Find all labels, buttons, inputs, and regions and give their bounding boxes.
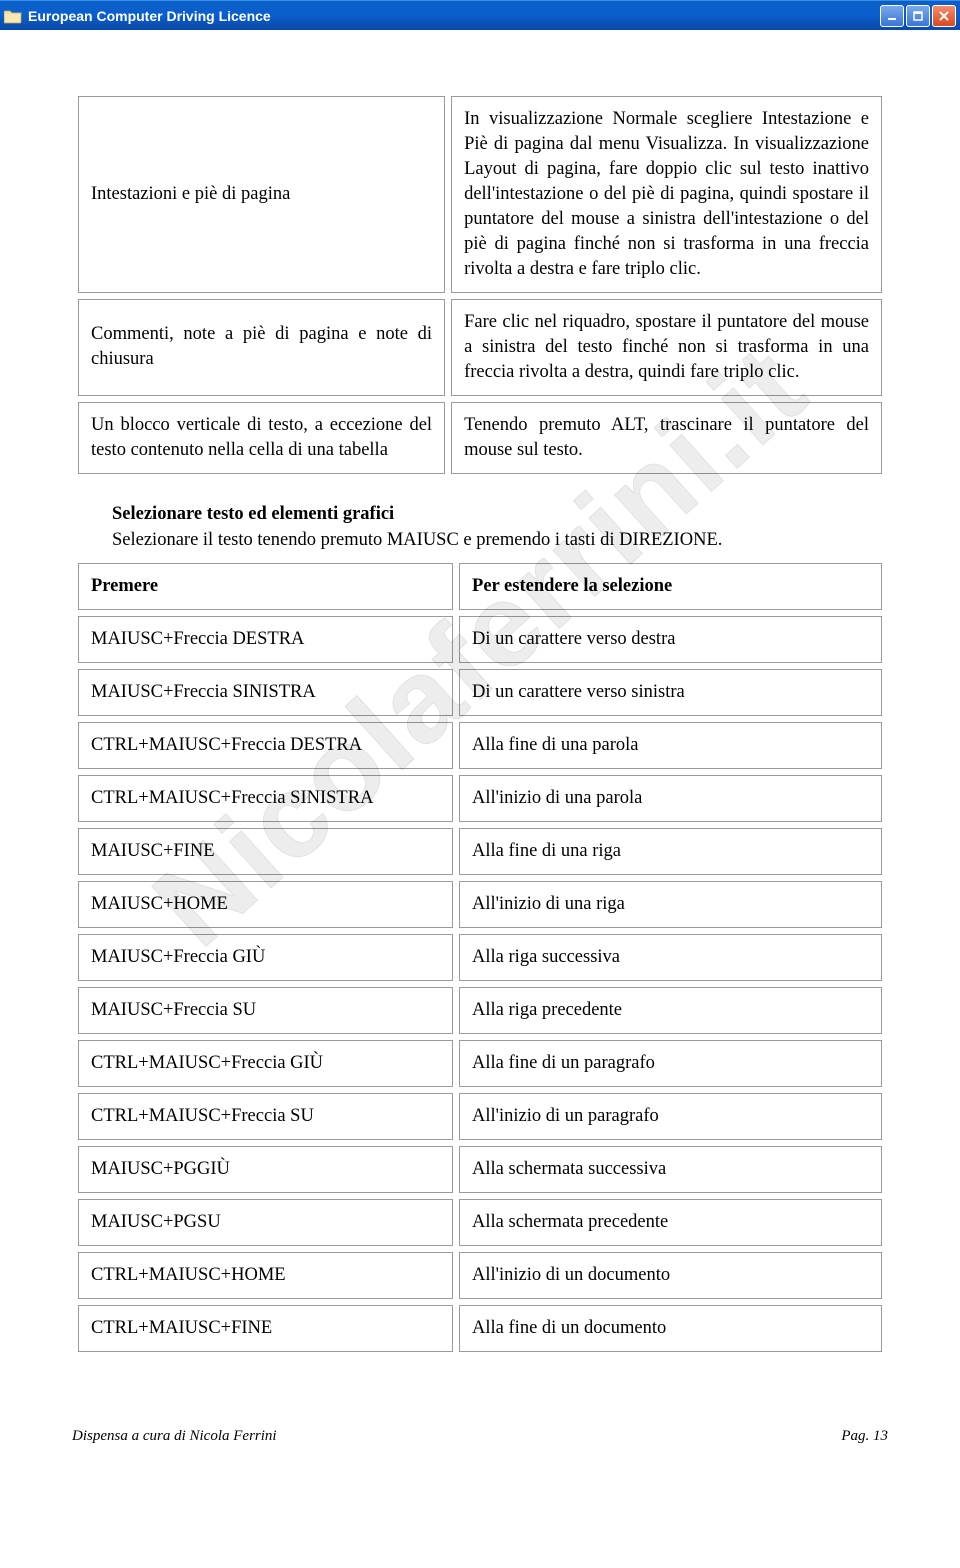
cell-key: MAIUSC+Freccia SU [78,987,453,1034]
cell-instruction: Fare clic nel riquadro, spostare il punt… [451,299,882,396]
window-title: European Computer Driving Licence [28,8,880,24]
header-key: Premere [78,563,453,610]
shortcuts-table: Premere Per estendere la selezione MAIUS… [72,557,888,1358]
cell-key: MAIUSC+Freccia SINISTRA [78,669,453,716]
table-row: MAIUSC+HOMEAll'inizio di una riga [78,881,882,928]
table-row: CTRL+MAIUSC+Freccia SINISTRAAll'inizio d… [78,775,882,822]
cell-action: Di un carattere verso destra [459,616,882,663]
close-button[interactable] [932,5,956,27]
cell-topic: Intestazioni e piè di pagina [78,96,445,293]
cell-key: MAIUSC+PGGIÙ [78,1146,453,1193]
cell-action: Alla fine di una parola [459,722,882,769]
window-controls [880,5,956,27]
cell-topic: Un blocco verticale di testo, a eccezion… [78,402,445,474]
cell-action: Alla riga precedente [459,987,882,1034]
minimize-button[interactable] [880,5,904,27]
cell-key: MAIUSC+FINE [78,828,453,875]
cell-action: All'inizio di una riga [459,881,882,928]
section-intro: Selezionare testo ed elementi grafici Se… [112,502,888,554]
table-row: MAIUSC+FINEAlla fine di una riga [78,828,882,875]
table-row: CTRL+MAIUSC+HOMEAll'inizio di un documen… [78,1252,882,1299]
table-row: Intestazioni e piè di pagina In visualiz… [78,96,882,293]
table-header-row: Premere Per estendere la selezione [78,563,882,610]
header-action: Per estendere la selezione [459,563,882,610]
cell-key: MAIUSC+PGSU [78,1199,453,1246]
instructions-table: Intestazioni e piè di pagina In visualiz… [72,90,888,480]
table-row: Commenti, note a piè di pagina e note di… [78,299,882,396]
table-row: MAIUSC+PGSUAlla schermata precedente [78,1199,882,1246]
cell-key: MAIUSC+HOME [78,881,453,928]
cell-key: CTRL+MAIUSC+Freccia GIÙ [78,1040,453,1087]
table-row: MAIUSC+Freccia SUAlla riga precedente [78,987,882,1034]
cell-action: Alla fine di un paragrafo [459,1040,882,1087]
page-footer: Dispensa a cura di Nicola Ferrini Pag. 1… [0,1398,960,1485]
cell-action: Alla fine di una riga [459,828,882,875]
cell-instruction: Tenendo premuto ALT, trascinare il punta… [451,402,882,474]
cell-key: MAIUSC+Freccia DESTRA [78,616,453,663]
cell-action: Alla riga successiva [459,934,882,981]
table-row: CTRL+MAIUSC+Freccia DESTRAAlla fine di u… [78,722,882,769]
table-row: MAIUSC+Freccia GIÙAlla riga successiva [78,934,882,981]
cell-instruction: In visualizzazione Normale scegliere Int… [451,96,882,293]
table-row: MAIUSC+Freccia DESTRADi un carattere ver… [78,616,882,663]
cell-action: Alla schermata successiva [459,1146,882,1193]
cell-action: All'inizio di un documento [459,1252,882,1299]
cell-action: All'inizio di una parola [459,775,882,822]
footer-author: Dispensa a cura di Nicola Ferrini [72,1428,841,1445]
footer-page-number: Pag. 13 [841,1428,888,1445]
table-row: MAIUSC+Freccia SINISTRADi un carattere v… [78,669,882,716]
cell-key: CTRL+MAIUSC+Freccia SU [78,1093,453,1140]
window-titlebar: European Computer Driving Licence [0,0,960,30]
cell-action: All'inizio di un paragrafo [459,1093,882,1140]
cell-key: CTRL+MAIUSC+HOME [78,1252,453,1299]
table-row: CTRL+MAIUSC+Freccia SUAll'inizio di un p… [78,1093,882,1140]
cell-key: MAIUSC+Freccia GIÙ [78,934,453,981]
maximize-button[interactable] [906,5,930,27]
section-heading: Selezionare testo ed elementi grafici [112,504,394,524]
folder-icon [4,8,22,24]
cell-action: Alla schermata precedente [459,1199,882,1246]
section-body: Selezionare il testo tenendo premuto MAI… [112,530,722,550]
cell-action: Di un carattere verso sinistra [459,669,882,716]
cell-key: CTRL+MAIUSC+Freccia DESTRA [78,722,453,769]
document-page: Nicolaferrini.it Intestazioni e piè di p… [0,30,960,1398]
table-row: MAIUSC+PGGIÙAlla schermata successiva [78,1146,882,1193]
table-row: CTRL+MAIUSC+Freccia GIÙAlla fine di un p… [78,1040,882,1087]
table-row: CTRL+MAIUSC+FINEAlla fine di un document… [78,1305,882,1352]
cell-topic: Commenti, note a piè di pagina e note di… [78,299,445,396]
table-row: Un blocco verticale di testo, a eccezion… [78,402,882,474]
cell-key: CTRL+MAIUSC+Freccia SINISTRA [78,775,453,822]
cell-action: Alla fine di un documento [459,1305,882,1352]
cell-key: CTRL+MAIUSC+FINE [78,1305,453,1352]
